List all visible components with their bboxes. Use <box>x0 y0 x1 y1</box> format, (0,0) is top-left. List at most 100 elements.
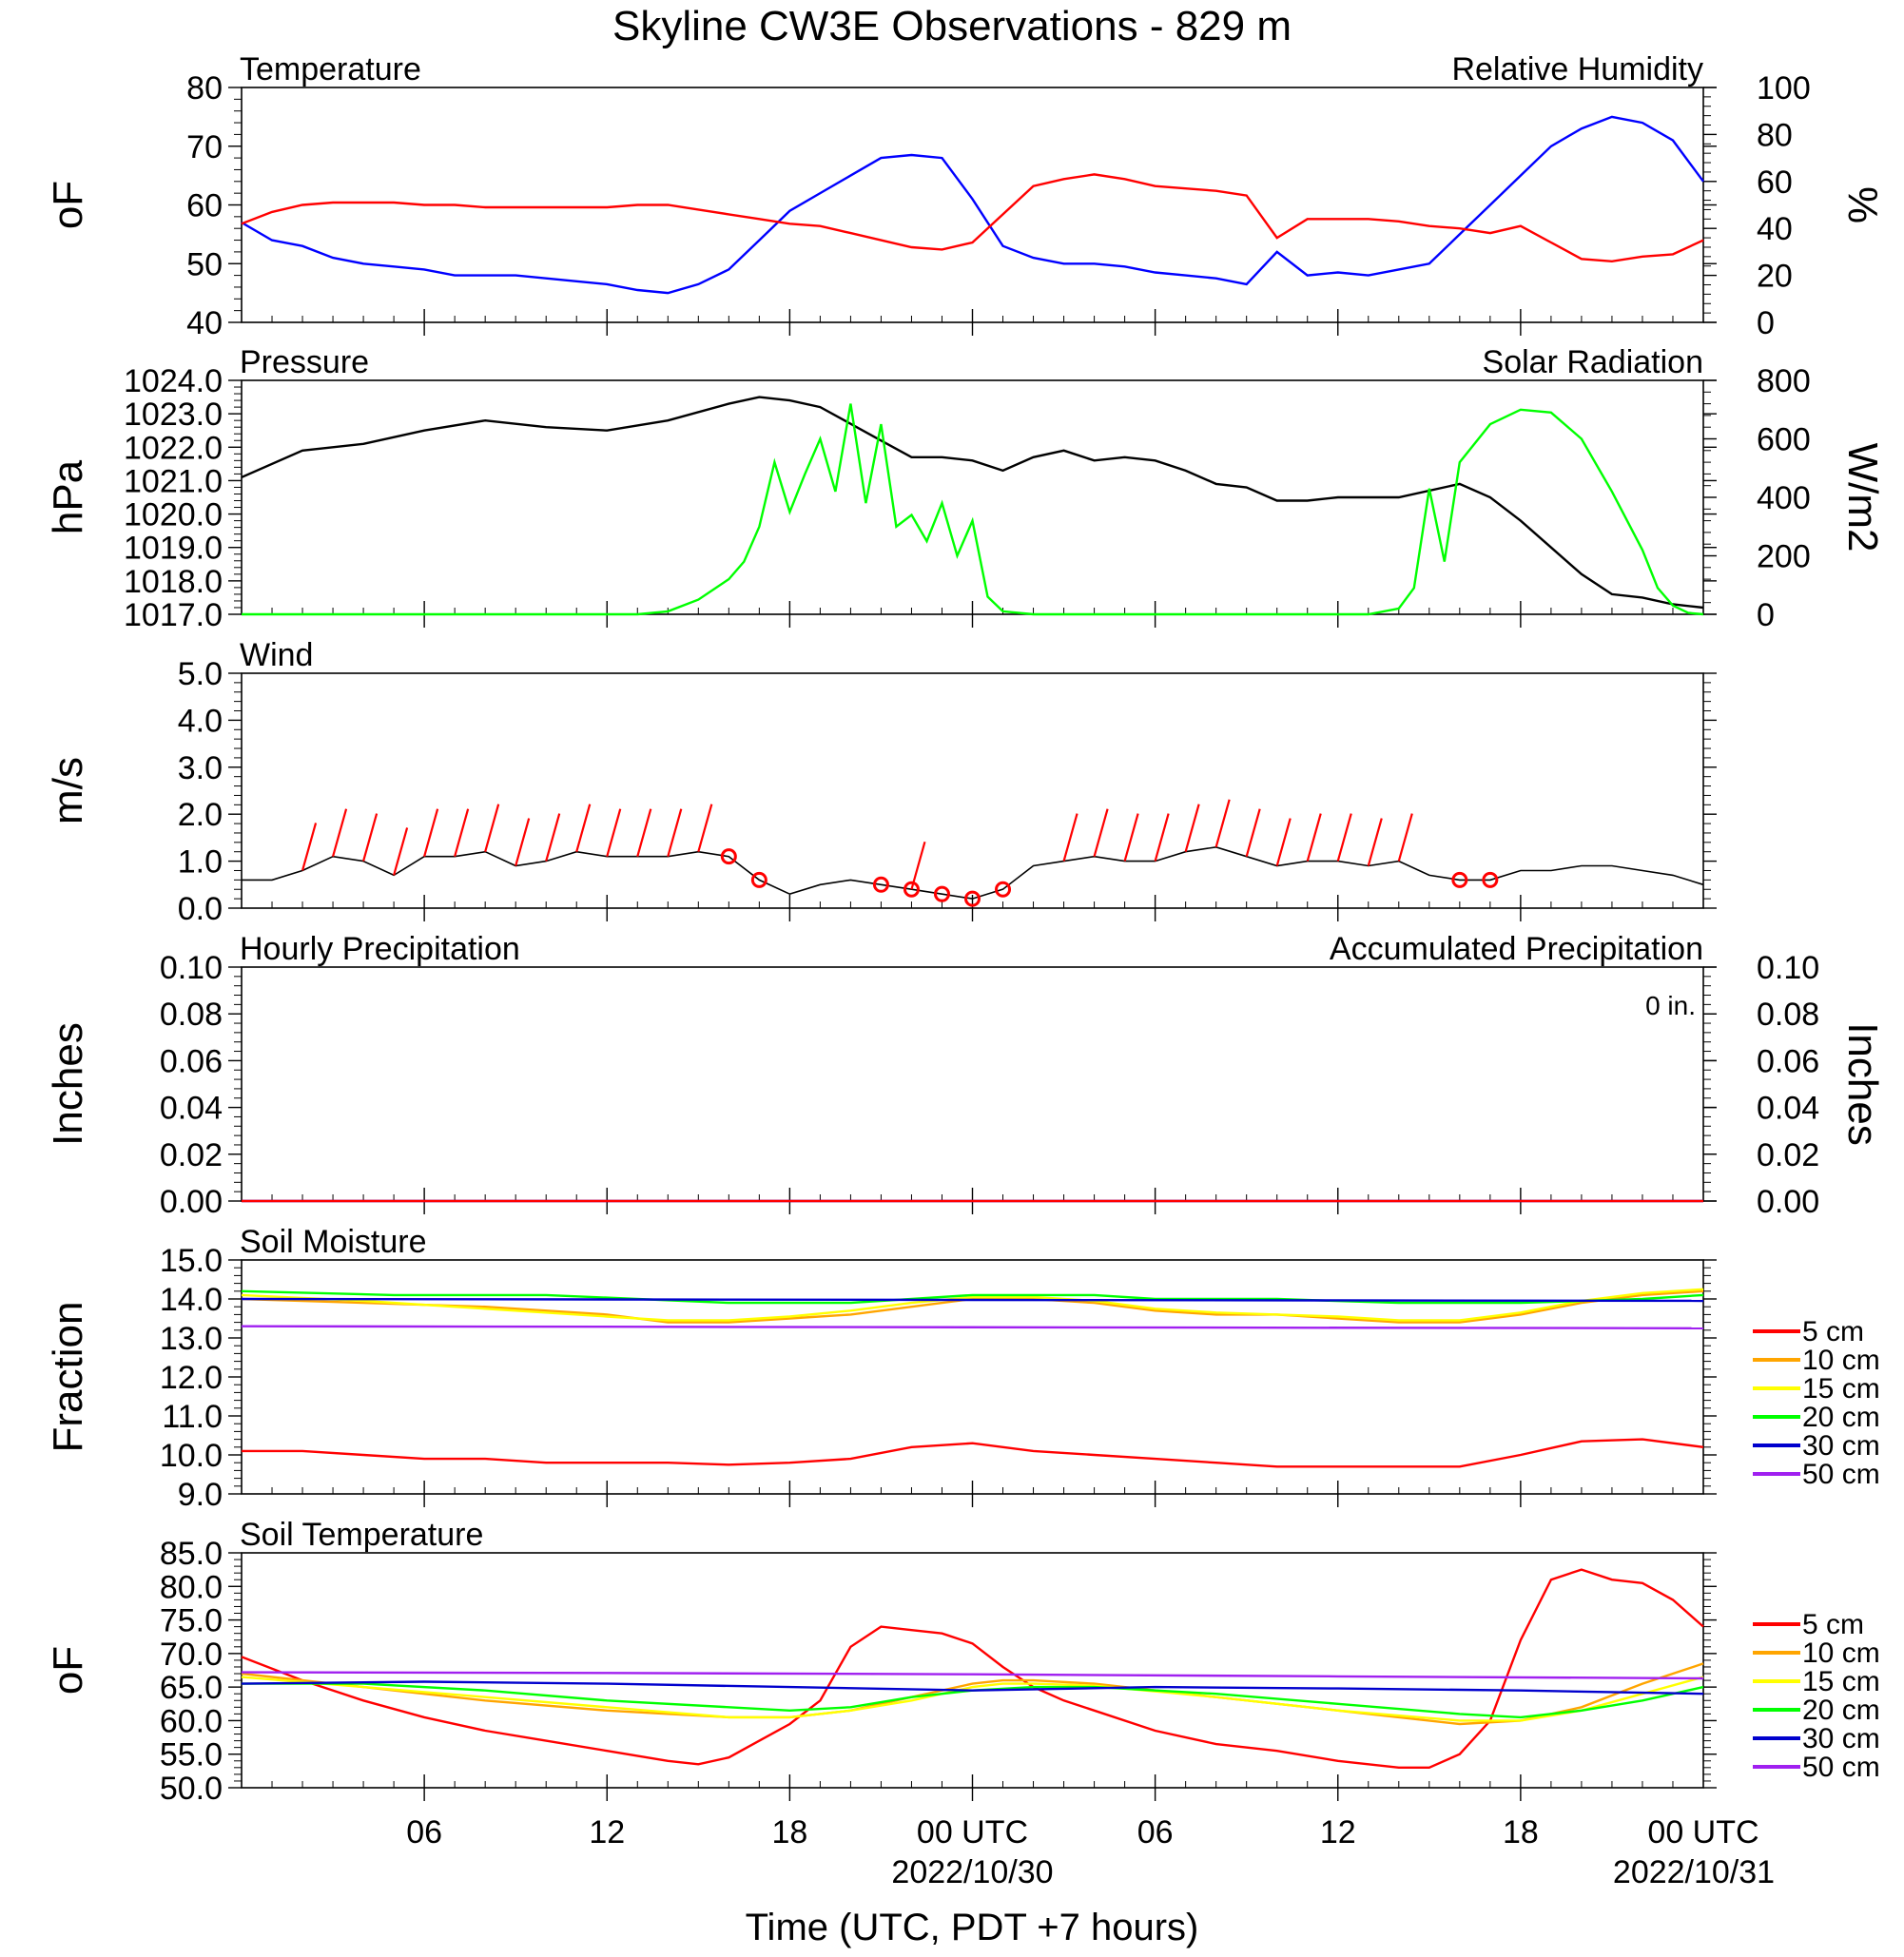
calm-wind-marker <box>995 881 1012 898</box>
legend-label: 15 cm <box>1802 1373 1880 1405</box>
legend-label: 10 cm <box>1802 1345 1880 1376</box>
y-tick-label-left: 9.0 <box>178 1477 223 1513</box>
y-tick-label-left: 3.0 <box>178 750 223 786</box>
series-line-50-cm <box>241 1325 1704 1330</box>
calm-wind-marker <box>964 890 981 907</box>
panel-2: 1024.01023.01022.01021.01020.01019.01018… <box>45 344 1886 633</box>
legend-label: 20 cm <box>1802 1695 1880 1726</box>
series-line-15-cm <box>241 1676 1704 1722</box>
x-tick-label: 06 <box>406 1814 442 1850</box>
panel-title-left: Pressure <box>240 344 369 380</box>
y-tick-label-right: 0.00 <box>1757 1184 1819 1220</box>
y-tick-label-left: 15.0 <box>160 1243 223 1279</box>
y-tick-label-right: 0.08 <box>1757 997 1819 1033</box>
wind-barb <box>454 808 470 857</box>
panel-title-right: Solar Radiation <box>1483 344 1703 380</box>
panel-4: 0.10 0.08 0.06 0.04 0.02 0.00 0.10 0.08 0.06 0.04… <box>45 931 1886 1220</box>
legend-label: 30 cm <box>1802 1723 1880 1754</box>
x-tick-label: 12 <box>1320 1814 1356 1850</box>
x-axis-label: Time (UTC, PDT +7 hours) <box>746 1907 1199 1948</box>
legend-label: 50 cm <box>1802 1459 1880 1490</box>
series-line-30-cm <box>241 1680 1704 1695</box>
panel-title-left: Wind <box>240 637 313 673</box>
y-tick-label-right: 20 <box>1757 259 1793 295</box>
y-tick-label-left: 1021.0 <box>124 463 223 499</box>
calm-wind-marker <box>750 871 767 888</box>
y-axis-label-left: hPa <box>45 459 91 534</box>
wind-barb <box>484 804 500 853</box>
y-tick-label-left: 50 <box>186 246 223 282</box>
y-tick-label-left: 10.0 <box>160 1438 223 1474</box>
y-tick-label-left: 1022.0 <box>124 430 223 466</box>
calm-wind-marker <box>903 881 920 898</box>
legend-label: 30 cm <box>1802 1430 1880 1462</box>
plot-frame <box>241 672 1704 909</box>
y-tick-label-right: 400 <box>1757 480 1811 516</box>
series-line-30-cm <box>241 1297 1704 1303</box>
y-tick-label-left: 0.06 <box>160 1043 223 1079</box>
y-tick-label-left: 14.0 <box>160 1282 223 1318</box>
y-tick-label-left: 75.0 <box>160 1603 223 1639</box>
panel-title-left: Temperature <box>240 51 421 87</box>
panel-3: 5.0 4.0 3.0 2.0 1.0 0.0 Wind m/s <box>45 637 1717 927</box>
wind-barb <box>667 808 683 857</box>
y-tick-label-left: 12.0 <box>160 1360 223 1396</box>
x-tick-label: 00 UTC <box>1647 1814 1758 1850</box>
y-axis-label-left: Inches <box>45 1022 91 1146</box>
y-tick-label-left: 1019.0 <box>124 531 223 567</box>
date-label: 2022/10/31 <box>1613 1854 1775 1890</box>
x-tick-label: 18 <box>771 1814 807 1850</box>
series-line-pressure <box>241 396 1704 610</box>
y-tick-label-right: 100 <box>1757 70 1811 107</box>
y-axis-label-right: W/m2 <box>1839 443 1886 552</box>
y-tick-label-right: 0.04 <box>1757 1091 1819 1127</box>
wind-barb <box>1367 818 1383 866</box>
y-tick-label-left: 85.0 <box>160 1536 223 1572</box>
x-tick-label: 18 <box>1503 1814 1539 1850</box>
panel-title-left: Soil Moisture <box>240 1224 427 1260</box>
x-axis: 06 12 18 00 UTC 06 12 18 00 UTC 2022/10/30 2022/1… <box>406 1814 1775 1890</box>
y-tick-label-left: 13.0 <box>160 1321 223 1357</box>
plot-frame <box>241 966 1704 1202</box>
x-tick-label: 12 <box>589 1814 625 1850</box>
wind-barb <box>423 808 439 857</box>
y-tick-label-right: 800 <box>1757 363 1811 399</box>
calm-wind-marker <box>872 876 889 893</box>
calm-wind-marker <box>933 885 950 902</box>
y-tick-label-left: 65.0 <box>160 1670 223 1706</box>
y-tick-label-right: 0 <box>1757 597 1775 633</box>
wind-barb <box>1093 808 1109 857</box>
panel-title-right: Accumulated Precipitation <box>1330 931 1703 967</box>
y-tick-label-right: 0.02 <box>1757 1137 1819 1173</box>
y-tick-label-left: 2.0 <box>178 797 223 833</box>
wind-barb <box>393 827 409 876</box>
y-axis-label-right: Inches <box>1839 1022 1886 1146</box>
y-tick-label-left: 1017.0 <box>124 597 223 633</box>
y-tick-label-left: 4.0 <box>178 703 223 739</box>
y-tick-label-left: 80.0 <box>160 1569 223 1605</box>
calm-wind-marker <box>720 848 737 865</box>
y-tick-label-right: 200 <box>1757 539 1811 575</box>
wind-barb <box>301 823 318 871</box>
y-tick-label-left: 70 <box>186 129 223 165</box>
y-tick-label-right: 0.06 <box>1757 1043 1819 1079</box>
legend-label: 15 cm <box>1802 1666 1880 1697</box>
y-axis-label-right: % <box>1839 186 1886 223</box>
series-line-50-cm <box>241 1671 1704 1680</box>
wind-barb <box>1062 813 1078 862</box>
y-tick-label-left: 0.02 <box>160 1137 223 1173</box>
legend-label: 50 cm <box>1802 1752 1880 1783</box>
wind-barb <box>1123 813 1139 862</box>
series-line-solar-radiation <box>242 403 1704 616</box>
y-tick-label-left: 0.08 <box>160 997 223 1033</box>
wind-barb <box>515 818 531 866</box>
panel-1: 80 70 60 50 40 100 80 60 40 20 0 Temperature Relativ… <box>45 51 1886 341</box>
calm-wind-marker <box>1482 871 1499 888</box>
wind-barb <box>575 804 592 853</box>
wind-barb <box>636 808 652 857</box>
plot-frame <box>241 1552 1704 1789</box>
y-tick-label-left: 1023.0 <box>124 397 223 433</box>
y-tick-label-right: 0 <box>1757 305 1775 341</box>
wind-barb <box>545 813 561 862</box>
